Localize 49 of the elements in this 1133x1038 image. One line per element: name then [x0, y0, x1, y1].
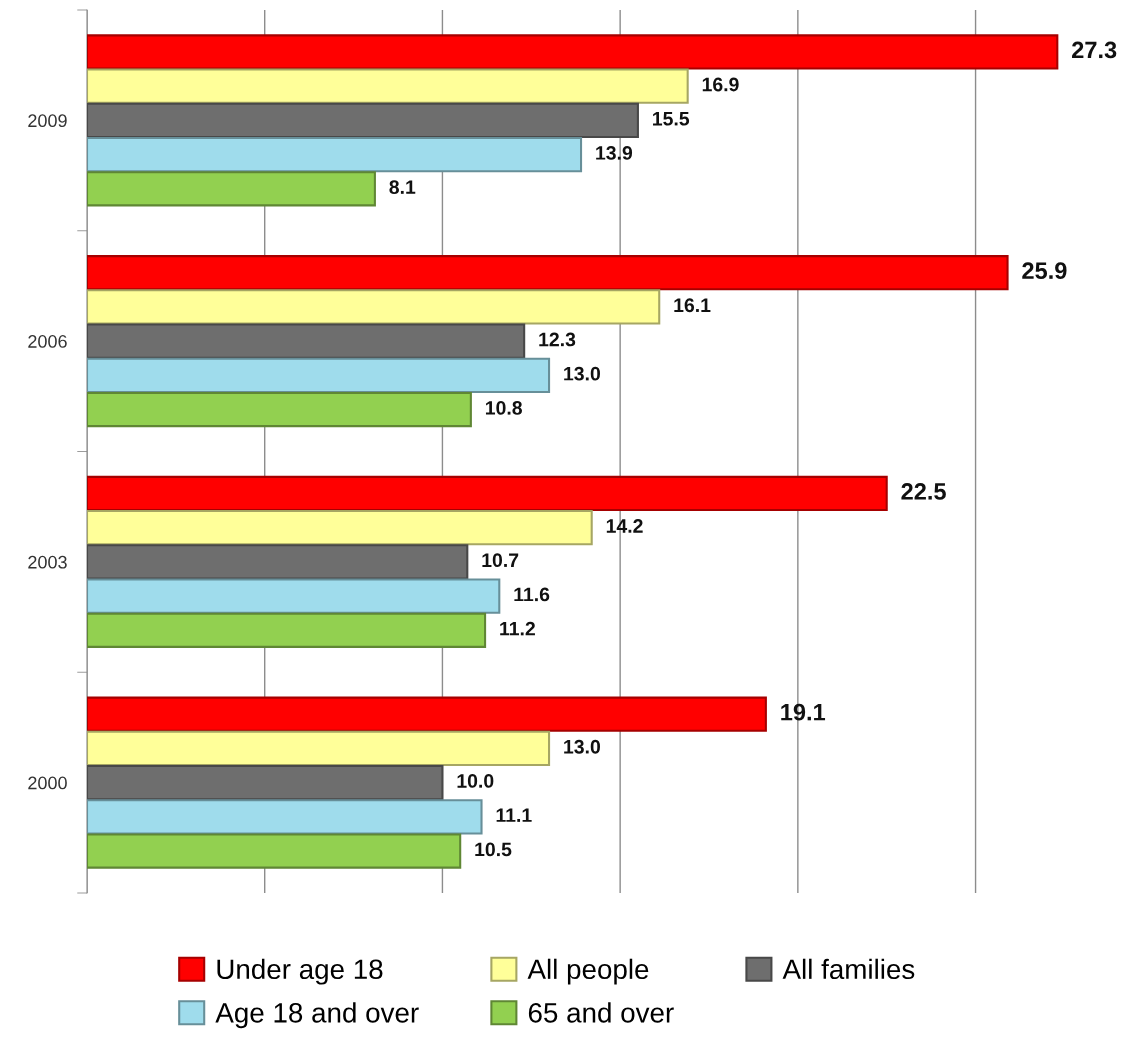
- bar: [87, 255, 1009, 291]
- y-tick-label: 2003: [28, 555, 67, 569]
- bar: [87, 357, 551, 393]
- data-label: 10.5: [475, 842, 512, 857]
- data-label: 12.3: [539, 332, 576, 347]
- data-label: 10.0: [457, 774, 494, 788]
- data-label: 16.9: [702, 77, 739, 92]
- bar: [87, 833, 462, 869]
- bar: [87, 696, 767, 732]
- legend-label: Age 18 and over: [215, 1002, 419, 1029]
- data-label: 11.1: [496, 808, 532, 822]
- data-label: 13.0: [564, 366, 600, 381]
- y-tick-label: 2000: [28, 776, 67, 790]
- bar: [87, 323, 526, 359]
- data-label: 13.0: [564, 739, 600, 754]
- data-label: 11.2: [500, 621, 535, 636]
- data-label: 14.2: [606, 519, 643, 533]
- bar: [87, 510, 593, 546]
- legend-label: All people: [527, 958, 649, 985]
- data-label: 22.5: [901, 483, 946, 500]
- data-label: 16.1: [674, 298, 711, 313]
- data-label: 11.6: [514, 587, 550, 602]
- bar: [87, 612, 487, 648]
- bar: [87, 102, 639, 139]
- bar: [87, 730, 551, 767]
- bar: [87, 136, 583, 173]
- y-tick-label: 2009: [28, 114, 67, 128]
- bar: [87, 171, 376, 207]
- bar: [87, 578, 501, 614]
- data-label: 19.1: [781, 703, 826, 721]
- bar: [87, 799, 483, 835]
- data-label: 8.1: [389, 180, 416, 195]
- legend-label: All families: [782, 958, 915, 980]
- bar: [87, 68, 689, 104]
- data-label: 27.3: [1072, 41, 1117, 59]
- legend-label: Under age 18: [217, 958, 383, 985]
- bar: [87, 289, 661, 325]
- bar: [87, 475, 888, 512]
- bar: [87, 34, 1059, 70]
- data-label: 10.8: [485, 401, 522, 415]
- data-label: 10.7: [482, 553, 519, 568]
- bar: [87, 764, 444, 801]
- bar: [87, 544, 469, 580]
- y-tick-label: 2006: [28, 335, 67, 348]
- data-label: 25.9: [1022, 262, 1067, 280]
- bar: [87, 391, 472, 428]
- legend-label: 65 and over: [528, 1002, 674, 1023]
- data-label: 13.9: [596, 146, 633, 160]
- data-label: 15.5: [653, 112, 690, 126]
